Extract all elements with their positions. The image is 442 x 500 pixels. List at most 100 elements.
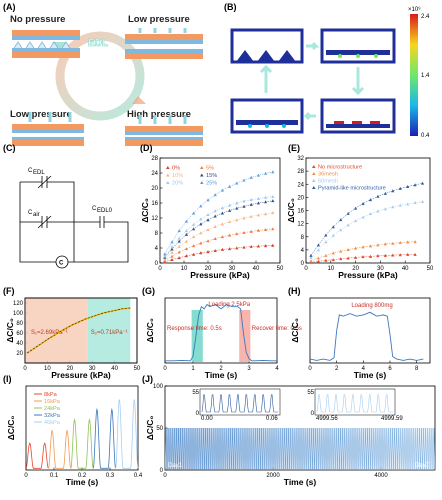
label-no-pressure: No pressure [10, 14, 65, 25]
data-point [170, 245, 174, 249]
legend-marker [312, 172, 316, 175]
x-axis-title: Time (s) [66, 477, 99, 487]
y-tick-label: 32 [297, 156, 304, 162]
legend-entry: 0% [172, 166, 180, 172]
annotation-loading: Loading 800mg [351, 303, 392, 309]
x-tick-label: 3 [247, 366, 251, 372]
step-arrow-icon [303, 111, 316, 121]
x-tick-label: 0 [23, 366, 27, 372]
panel-label-b: (B) [224, 2, 237, 12]
data-point [264, 195, 268, 199]
x-tick-label: 8 [415, 366, 419, 372]
data-point [339, 249, 343, 253]
data-point [324, 233, 328, 237]
x-tick-label: 6 [388, 366, 392, 372]
data-point [199, 231, 203, 235]
data-point [413, 183, 417, 187]
fem-model-3 [230, 98, 304, 134]
data-point [264, 171, 268, 175]
data-point [354, 255, 358, 259]
chart-e: 0 10 20 30 40 50 0 4 8 12 16 20 24 28 32 Pressure (kPa)… [286, 156, 434, 280]
data-point [177, 236, 181, 240]
data-point [271, 170, 275, 174]
y-tick-label: 20 [297, 195, 304, 201]
series-line [310, 183, 423, 256]
x-tick-label: 10 [327, 266, 334, 272]
data-point [264, 212, 268, 216]
x-tick-label: 20 [205, 266, 212, 272]
inset-signal [316, 394, 393, 413]
sensitivity-label: S₁=2.69kPa⁻¹ [31, 330, 68, 336]
recover-band [239, 310, 251, 362]
annotation-recover: Recover time: 0.5s [252, 326, 302, 332]
x-axis-title: Pressure (kPa) [51, 370, 111, 380]
chart-f: 0 10 20 30 40 50 20 40 60 80 100 120 Pressure (kPa) Δ… [5, 297, 141, 380]
y-tick-label: 28 [297, 169, 304, 175]
legend-marker [166, 173, 170, 177]
data-point [368, 212, 373, 216]
x-tick-label: 50 [134, 366, 141, 372]
x-tick-label: 0.3 [106, 473, 115, 479]
data-point [170, 258, 174, 262]
chart-j: 0 2000 4000 0 50 100 Time (s) ΔC/C₀ Day1 Day7 0.00… [145, 384, 436, 487]
y-tick-label: 0 [160, 468, 164, 474]
colorbar-min: 0.4 [421, 133, 430, 139]
data-point [213, 209, 217, 213]
data-point [192, 211, 196, 215]
data-point [420, 181, 425, 185]
x-tick-label: 4000 [374, 473, 388, 479]
data-point [406, 202, 410, 206]
data-point [184, 254, 188, 258]
panel-c: (C) C EDL C air C EDL0 C [3, 143, 129, 269]
data-point [383, 207, 387, 211]
data-point [192, 227, 196, 231]
inset-y-tick: 0 [196, 411, 200, 417]
y-tick-label: 8 [155, 231, 159, 237]
data-point [256, 228, 260, 232]
x-tick-label: 4 [275, 366, 279, 372]
data-point [376, 254, 380, 258]
data-point [309, 259, 313, 263]
x-tick-label: 30 [377, 266, 384, 272]
data-point [413, 252, 417, 256]
label-c-edl0: C [92, 206, 97, 212]
data-point [264, 228, 268, 232]
cycle-ring [55, 31, 145, 121]
data-point [331, 233, 335, 237]
y-tick-label: 0 [155, 261, 159, 267]
data-point [406, 184, 410, 188]
inset-x-tick: 4999.59 [381, 416, 403, 422]
series-line [310, 241, 416, 262]
y-axis-title: ΔC/C₀ [5, 318, 15, 343]
data-point [383, 191, 387, 195]
data-point [271, 243, 275, 247]
data-point [199, 217, 203, 221]
legend-marker [200, 181, 204, 184]
data-point [170, 240, 174, 244]
legend-entry: 20% [172, 181, 183, 187]
data-point [406, 240, 410, 244]
y-tick-label: 28 [151, 156, 158, 162]
panel-label-h: (H) [288, 286, 301, 296]
sensitivity-label: S₂=0.71kPa⁻¹ [91, 330, 128, 336]
data-point [406, 252, 410, 256]
y-tick-label: 0 [301, 261, 305, 267]
data-point [184, 219, 188, 223]
data-point [235, 206, 239, 210]
data-point [368, 198, 373, 202]
x-axis-title: Pressure (kPa) [338, 270, 398, 280]
label-day7: Day7 [415, 463, 430, 469]
data-point [249, 175, 253, 179]
x-tick-label: 50 [427, 266, 434, 272]
fem-model-2 [320, 28, 396, 64]
data-point [163, 257, 167, 261]
circuit-node: C [59, 261, 64, 267]
data-point [271, 199, 275, 203]
legend-entry: 5% [206, 166, 214, 172]
x-tick-label: 2000 [266, 473, 280, 479]
data-point [192, 252, 196, 256]
legend-entry: No microstructure [318, 165, 362, 171]
region-band [25, 298, 88, 363]
data-point [213, 225, 217, 229]
